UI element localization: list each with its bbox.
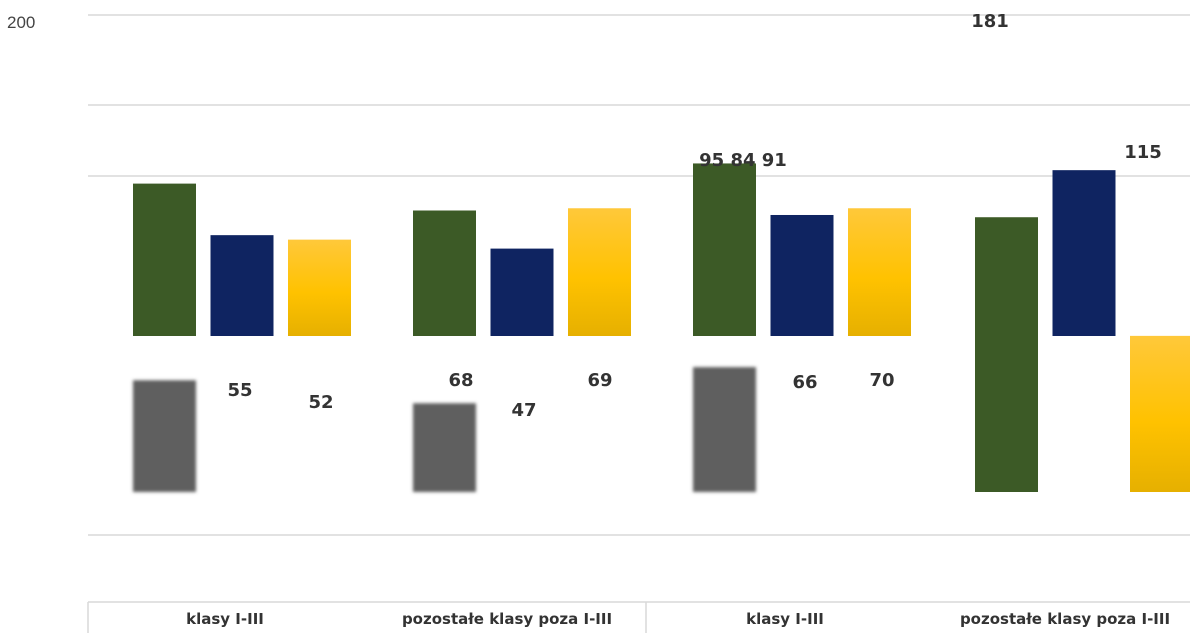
bar-green	[413, 210, 476, 336]
category-label: pozostałe klasy poza I-III	[402, 610, 612, 628]
gridlines	[88, 14, 1190, 536]
category-label: klasy I-III	[186, 610, 264, 628]
bar-green	[133, 183, 196, 336]
category-label: pozostałe klasy poza I-III	[960, 610, 1170, 628]
data-label: 115	[1124, 142, 1162, 163]
bars	[133, 163, 1190, 492]
bar-green-lower	[975, 245, 1038, 492]
bar-navy	[1052, 170, 1116, 336]
category-axis: klasy I-III pozostałe klasy poza I-III k…	[87, 601, 1190, 633]
bar-gray-lower	[693, 367, 756, 492]
bar-gold	[568, 208, 631, 336]
data-labels: 55 52 68 47 69 66 70 95 84 91 181 115	[227, 11, 1161, 421]
data-label: 181	[971, 11, 1009, 32]
bar-navy	[770, 214, 834, 336]
bar-gray-lower	[133, 380, 196, 492]
data-label: 52	[308, 392, 333, 413]
data-label: 66	[792, 372, 817, 393]
category-label: klasy I-III	[746, 610, 824, 628]
bar-navy	[490, 248, 554, 336]
data-label: 70	[869, 370, 894, 391]
data-label: 69	[587, 370, 612, 391]
bar-gray-lower	[413, 403, 476, 492]
bar-gold	[288, 239, 351, 336]
bar-gold-lower	[1130, 335, 1190, 492]
data-label: 95 84 91	[699, 150, 787, 171]
bar-gold	[848, 208, 911, 336]
bar-navy	[210, 235, 274, 336]
bar-green	[693, 163, 756, 336]
data-label: 47	[511, 400, 536, 421]
y-tick-label: 200	[7, 13, 35, 32]
y-axis-ticks: 200	[7, 13, 35, 32]
data-label: 55	[227, 380, 252, 401]
data-label: 68	[448, 370, 473, 391]
